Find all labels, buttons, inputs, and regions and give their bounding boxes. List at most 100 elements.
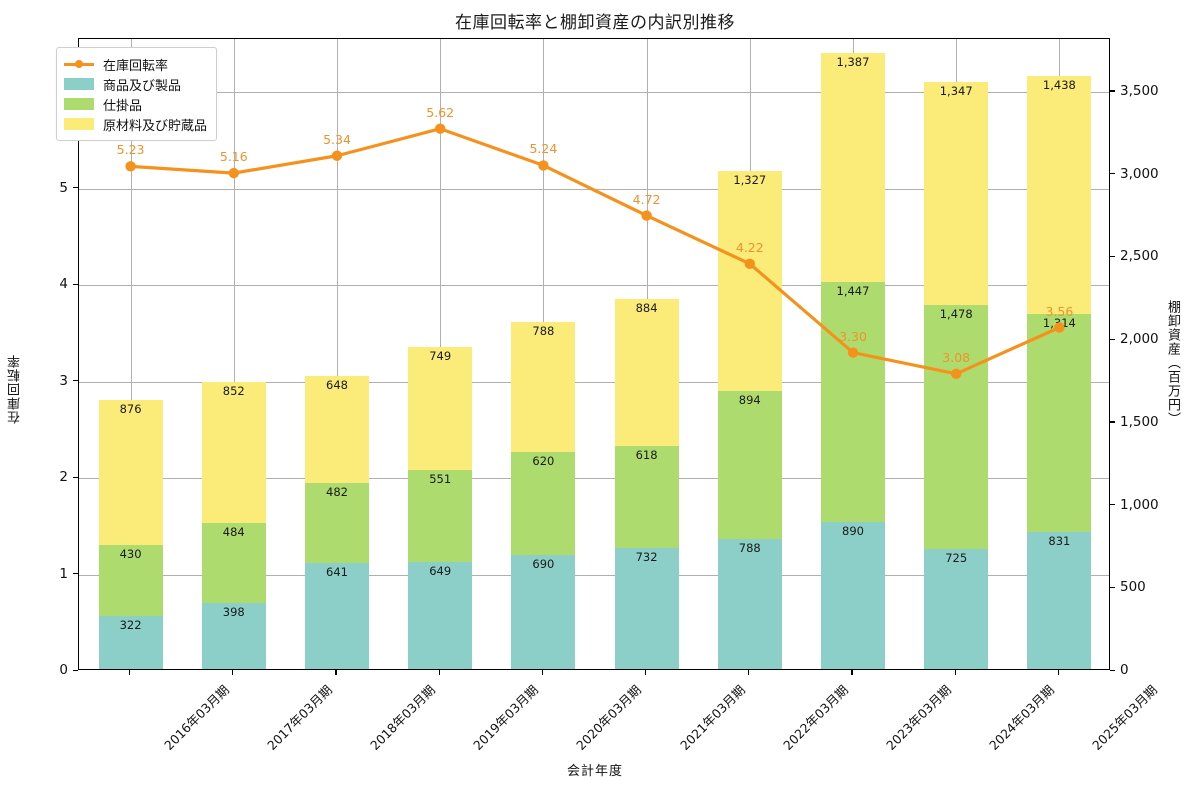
bar-segment[interactable]: 732 bbox=[614, 547, 679, 669]
bar-value-label: 831 bbox=[1048, 533, 1071, 548]
line-value-label: 5.24 bbox=[529, 141, 558, 157]
chart-legend[interactable]: 在庫回転率 商品及び製品 仕掛品 原材料及び貯蔵品 bbox=[56, 47, 218, 141]
bar-value-label: 398 bbox=[222, 605, 245, 620]
line-value-label: 4.72 bbox=[632, 191, 661, 207]
bar-value-label: 322 bbox=[119, 617, 142, 632]
bar-segment[interactable]: 852 bbox=[201, 382, 266, 524]
bar-value-label: 641 bbox=[326, 564, 348, 579]
bar-value-label: 482 bbox=[326, 485, 348, 500]
bar-segment[interactable]: 322 bbox=[98, 615, 163, 669]
x-axis-tick bbox=[851, 670, 853, 675]
bar-value-label: 649 bbox=[429, 563, 452, 578]
bar-segment[interactable]: 618 bbox=[614, 445, 679, 548]
x-axis-tick-label: 2023年03月期 bbox=[883, 682, 954, 753]
bar-segment[interactable]: 1,327 bbox=[717, 171, 782, 391]
bar-value-label: 648 bbox=[326, 378, 348, 393]
line-value-label: 5.16 bbox=[219, 149, 248, 165]
x-axis-tick bbox=[128, 670, 131, 675]
bar-group[interactable]: 690 620 788 bbox=[511, 37, 576, 669]
bar-segment[interactable]: 884 bbox=[614, 299, 679, 446]
x-axis-tick-label: 2022年03月期 bbox=[779, 682, 851, 753]
bar-segment[interactable]: 482 bbox=[305, 483, 369, 563]
gridline bbox=[79, 478, 1109, 480]
y-axis-left-tick-label: 3 bbox=[59, 372, 68, 389]
y-axis-right-tick bbox=[1110, 255, 1115, 258]
bar-group[interactable]: 649 551 749 bbox=[408, 37, 473, 669]
y-axis-left-tick-label: 2 bbox=[59, 469, 68, 486]
legend-item-wip[interactable]: 仕掛品 bbox=[64, 94, 207, 114]
x-axis-tick-label: 2016年03月期 bbox=[160, 682, 232, 753]
bar-value-label: 852 bbox=[222, 384, 245, 399]
legend-item-rawmaterials[interactable]: 原材料及び貯蔵品 bbox=[64, 114, 207, 134]
bar-segment[interactable]: 484 bbox=[201, 523, 266, 604]
bar-value-label: 890 bbox=[842, 523, 864, 538]
bar-segment[interactable]: 649 bbox=[408, 561, 473, 669]
bar-group[interactable]: 398 484 852 bbox=[201, 37, 266, 669]
bar-value-label: 1,438 bbox=[1042, 78, 1076, 93]
gridline bbox=[79, 92, 1109, 94]
y-axis-left-tick bbox=[73, 573, 78, 575]
legend-label: 原材料及び貯蔵品 bbox=[103, 118, 208, 134]
bar-segment[interactable]: 1,314 bbox=[1027, 314, 1092, 532]
plot-area: 322 430 876 398 484 852 641 482 648 649 551 749 690 6… bbox=[78, 38, 1110, 670]
bar-segment[interactable]: 725 bbox=[924, 549, 989, 669]
bar-segment[interactable]: 551 bbox=[408, 470, 473, 562]
line-value-label: 5.62 bbox=[426, 104, 455, 120]
bar-group[interactable]: 322 430 876 bbox=[98, 37, 163, 669]
y-axis-left-tick bbox=[73, 380, 78, 382]
y-axis-right-tick-label: 3,000 bbox=[1120, 165, 1159, 182]
bar-segment[interactable]: 1,438 bbox=[1027, 76, 1092, 315]
bar-segment[interactable]: 876 bbox=[98, 399, 163, 545]
bar-segment[interactable]: 398 bbox=[201, 603, 266, 669]
bar-group[interactable]: 890 1,447 1,387 bbox=[821, 37, 885, 669]
bar-segment[interactable]: 430 bbox=[98, 544, 163, 616]
bar-value-label: 618 bbox=[635, 447, 658, 462]
color-swatch-icon bbox=[64, 78, 94, 90]
y-axis-right-tick-label: 0 bbox=[1120, 662, 1129, 678]
chart-title: 在庫回転率と棚卸資産の内訳別推移 bbox=[455, 13, 735, 33]
bar-segment[interactable]: 1,478 bbox=[924, 304, 989, 550]
x-axis-tick-label: 2021年03月期 bbox=[676, 682, 748, 753]
bar-value-label: 430 bbox=[119, 546, 142, 561]
bar-value-label: 788 bbox=[738, 540, 761, 555]
bar-value-label: 690 bbox=[532, 556, 555, 571]
bar-segment[interactable]: 749 bbox=[408, 346, 473, 471]
legend-item-turnover[interactable]: 在庫回転率 bbox=[64, 54, 207, 74]
y-axis-right-label: 棚卸資産（百万円） bbox=[1165, 300, 1180, 426]
y-axis-left-tick-label: 1 bbox=[59, 565, 68, 582]
y-axis-left-tick bbox=[73, 669, 78, 671]
bar-group[interactable]: 641 482 648 bbox=[305, 37, 369, 669]
bar-group[interactable]: 831 1,314 1,438 bbox=[1027, 37, 1092, 669]
x-axis-tick-label: 2020年03月期 bbox=[573, 682, 645, 753]
bar-value-label: 894 bbox=[738, 392, 761, 407]
bar-segment[interactable]: 788 bbox=[511, 321, 576, 453]
bar-group[interactable]: 788 894 1,327 bbox=[717, 37, 782, 669]
bar-group[interactable]: 732 618 884 bbox=[614, 37, 679, 669]
y-axis-right-tick bbox=[1110, 421, 1115, 423]
legend-label: 商品及び製品 bbox=[103, 78, 182, 94]
bar-segment[interactable]: 1,447 bbox=[821, 282, 885, 522]
bar-segment[interactable]: 831 bbox=[1027, 531, 1092, 669]
line-value-label: 3.08 bbox=[942, 349, 971, 365]
x-axis-tick-label: 2019年03月期 bbox=[470, 682, 542, 753]
y-axis-right-tick-label: 500 bbox=[1120, 579, 1146, 596]
x-axis-tick-label: 2017年03月期 bbox=[263, 682, 335, 753]
bar-value-label: 484 bbox=[222, 525, 245, 540]
bar-segment[interactable]: 1,387 bbox=[821, 52, 885, 283]
inventory-turnover-line bbox=[128, 127, 1062, 376]
bar-segment[interactable]: 1,347 bbox=[924, 81, 989, 305]
bar-value-label: 1,347 bbox=[939, 83, 973, 98]
bar-segment[interactable]: 788 bbox=[717, 538, 782, 669]
bar-segment[interactable]: 620 bbox=[511, 452, 576, 555]
x-axis-tick bbox=[541, 670, 544, 675]
bar-segment[interactable]: 648 bbox=[305, 376, 369, 484]
bar-segment[interactable]: 894 bbox=[717, 390, 782, 539]
bar-value-label: 551 bbox=[429, 472, 452, 487]
bar-value-label: 876 bbox=[119, 401, 142, 416]
bar-segment[interactable]: 890 bbox=[821, 521, 885, 669]
bar-segment[interactable]: 641 bbox=[305, 562, 369, 669]
y-axis-left-tick-label: 0 bbox=[59, 662, 68, 678]
gridline bbox=[79, 381, 1109, 383]
bar-segment[interactable]: 690 bbox=[511, 554, 576, 669]
legend-item-merchandise[interactable]: 商品及び製品 bbox=[64, 74, 207, 94]
